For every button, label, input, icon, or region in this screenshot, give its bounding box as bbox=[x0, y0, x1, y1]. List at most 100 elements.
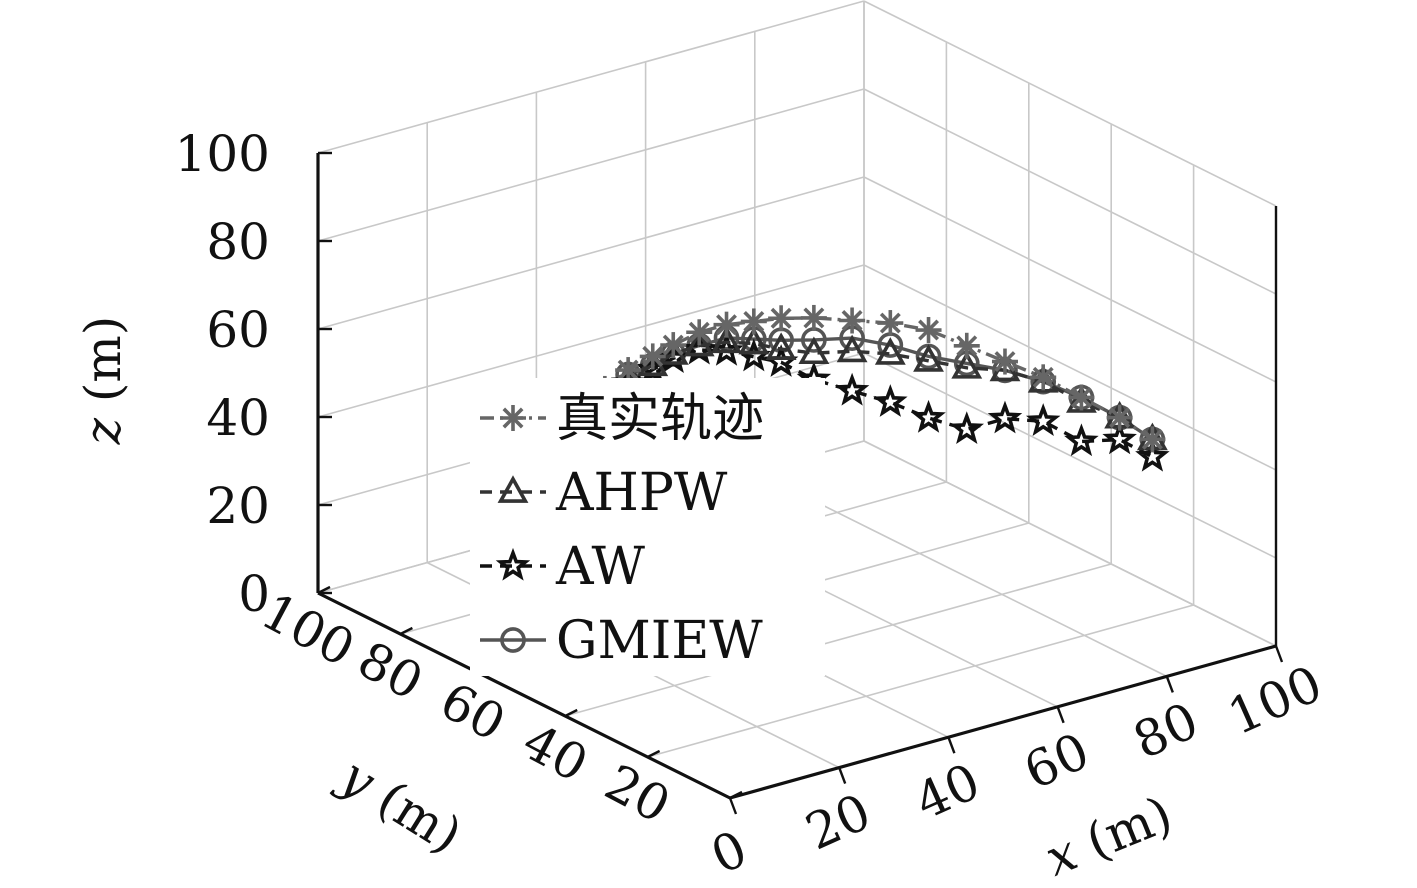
series-point bbox=[874, 337, 906, 365]
y-tick-mark bbox=[647, 749, 661, 759]
series-point bbox=[1066, 385, 1097, 413]
series-point bbox=[713, 311, 740, 338]
x-tick-mark bbox=[947, 736, 956, 754]
series-point bbox=[911, 399, 946, 433]
x-tick-mark bbox=[1056, 706, 1065, 724]
series-point bbox=[660, 332, 687, 359]
legend-item: AW bbox=[480, 537, 645, 597]
x-tick-mark bbox=[1165, 675, 1174, 693]
grid-line bbox=[863, 0, 1277, 207]
series-point bbox=[949, 411, 985, 445]
series-point-stroke bbox=[743, 310, 765, 332]
legend-box bbox=[470, 378, 825, 676]
grid-line bbox=[863, 88, 1277, 295]
series-point bbox=[913, 344, 944, 372]
x-tick-label: 0 bbox=[703, 820, 756, 886]
series-point bbox=[765, 332, 797, 360]
z-tick-label: 80 bbox=[206, 213, 270, 271]
series-point bbox=[768, 305, 795, 332]
legend-item: GMIEW bbox=[480, 611, 763, 671]
series-point-stroke bbox=[1109, 407, 1131, 429]
series-point bbox=[639, 343, 666, 370]
y-tick-mark bbox=[729, 790, 743, 800]
grid-line bbox=[863, 176, 1277, 383]
grid-line bbox=[317, 0, 865, 154]
series-point bbox=[497, 475, 529, 503]
series-point-stroke bbox=[642, 345, 664, 367]
x-tick-mark bbox=[1274, 645, 1284, 663]
x-tick-label: 40 bbox=[907, 752, 989, 831]
series-point bbox=[1139, 426, 1166, 453]
z-tick-label: 40 bbox=[206, 389, 270, 447]
grid-line bbox=[863, 264, 1277, 471]
axis-label-var: z bbox=[74, 417, 132, 445]
grid-line bbox=[317, 264, 865, 418]
legend-label: 真实轨迹 bbox=[556, 389, 764, 449]
z-axis-label: z (m) bbox=[74, 316, 132, 446]
x-tick-label: 20 bbox=[797, 783, 879, 862]
x-axis-line bbox=[729, 644, 1277, 800]
series-point bbox=[1135, 438, 1170, 472]
x-tick-mark bbox=[838, 767, 847, 785]
z-tick-label: 20 bbox=[206, 477, 270, 535]
series-point bbox=[711, 325, 742, 354]
series-point-stroke bbox=[662, 334, 684, 356]
series-point bbox=[836, 334, 868, 363]
z-tick-label: 100 bbox=[175, 125, 270, 183]
x-tick-mark bbox=[728, 797, 738, 815]
series-point-stroke bbox=[770, 307, 792, 329]
series-point bbox=[987, 400, 1023, 434]
x-tick-label: 80 bbox=[1125, 691, 1207, 770]
series-point bbox=[686, 319, 713, 346]
series-point bbox=[683, 328, 715, 357]
series-point-stroke bbox=[879, 312, 901, 334]
series-point bbox=[991, 348, 1018, 375]
series-point bbox=[1068, 384, 1095, 411]
legend: 真实轨迹 AHPW AW GMIEW bbox=[470, 378, 825, 676]
series-point-stroke bbox=[1032, 366, 1054, 388]
y-tick-mark bbox=[564, 708, 578, 718]
series-point-stroke bbox=[918, 319, 940, 341]
series-point bbox=[1064, 423, 1099, 457]
series-point bbox=[738, 326, 770, 355]
series-point bbox=[953, 332, 980, 359]
legend-item: AHPW bbox=[480, 463, 728, 523]
grid-line bbox=[863, 440, 1277, 647]
grid-line bbox=[863, 352, 1277, 559]
series-point bbox=[798, 336, 830, 365]
grid-line bbox=[647, 604, 1194, 758]
series-point bbox=[877, 310, 904, 337]
series-point-stroke bbox=[1141, 428, 1163, 450]
y-axis-label: y (m) bbox=[329, 745, 472, 864]
x-tick-label: 100 bbox=[1220, 655, 1331, 747]
z-tick-label: 0 bbox=[238, 565, 270, 623]
axis-label-unit: (m) bbox=[1063, 785, 1180, 877]
series-point bbox=[800, 304, 827, 331]
series-point-stroke bbox=[617, 359, 639, 381]
axis-label-unit: (m) bbox=[74, 316, 132, 418]
series-point bbox=[839, 307, 866, 334]
series-point-stroke bbox=[1070, 386, 1092, 408]
series-point-stroke bbox=[994, 351, 1016, 373]
y-tick-mark bbox=[317, 585, 331, 595]
series-point-stroke bbox=[956, 335, 978, 357]
z-tick-label: 60 bbox=[206, 301, 270, 359]
legend-item: 真实轨迹 bbox=[480, 389, 764, 449]
series-point bbox=[495, 547, 531, 581]
series-point bbox=[500, 627, 526, 653]
y-tick-mark bbox=[399, 626, 413, 636]
axis-layer bbox=[316, 151, 1284, 815]
series-point bbox=[1025, 403, 1061, 436]
series-point-stroke bbox=[716, 314, 737, 336]
legend-label: AW bbox=[555, 537, 645, 597]
grid-line bbox=[564, 563, 1112, 717]
series-point bbox=[951, 351, 983, 379]
series-point bbox=[834, 372, 870, 406]
series-point-stroke bbox=[688, 321, 710, 343]
series-point-stroke bbox=[502, 407, 524, 429]
series-point bbox=[1106, 404, 1133, 431]
x-axis-label: x (m) bbox=[1037, 785, 1180, 888]
legend-label: AHPW bbox=[555, 463, 728, 523]
series-point-stroke bbox=[803, 307, 825, 329]
